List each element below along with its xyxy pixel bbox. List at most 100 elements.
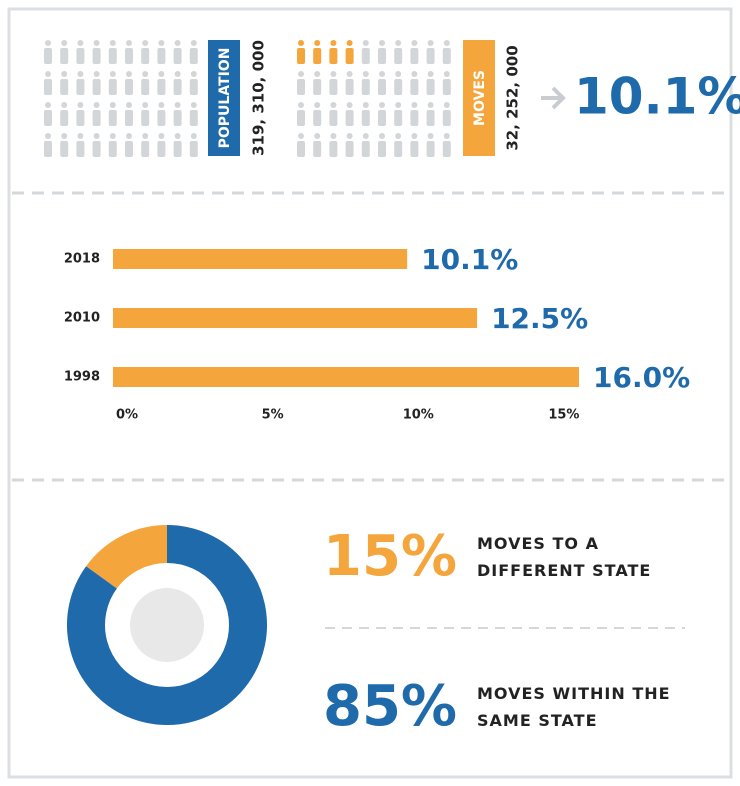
icon-body (108, 79, 117, 95)
icon-body (92, 48, 101, 64)
icon-body (76, 48, 85, 64)
population-box (208, 40, 240, 156)
icon-head (190, 71, 197, 77)
icon-head (427, 102, 434, 108)
icon-body (313, 110, 322, 126)
icon-body (410, 79, 419, 95)
icon-body (297, 48, 305, 64)
icon-head (126, 40, 132, 46)
icon-body (173, 110, 182, 126)
icon-body (361, 79, 370, 95)
icon-head (298, 71, 304, 77)
icon-body (125, 141, 133, 157)
icon-head (379, 40, 385, 46)
icon-head (298, 102, 304, 108)
icon-head (443, 71, 450, 77)
icon-head (77, 40, 84, 46)
icon-head (126, 71, 132, 77)
frame (7, 7, 733, 779)
icon-body (442, 110, 451, 126)
icon-head (443, 133, 450, 139)
icon-head (362, 71, 369, 77)
icon-head (61, 102, 68, 108)
icon-body (394, 110, 403, 126)
icon-body (345, 79, 354, 95)
icon-head (61, 133, 68, 139)
icon-head (411, 102, 418, 108)
icon-body (313, 141, 322, 157)
icon-body (141, 141, 150, 157)
icon-head (411, 133, 418, 139)
percent-label: 85% (323, 674, 458, 739)
icon-head (77, 102, 84, 108)
icon-body (426, 48, 435, 64)
bar (113, 249, 408, 269)
icon-body (426, 79, 435, 95)
icon-body (108, 110, 117, 126)
icon-body (378, 48, 386, 64)
icon-head (411, 40, 418, 46)
icon-head (61, 40, 68, 46)
icon-head (427, 71, 434, 77)
icon-body (313, 48, 322, 64)
y-tick-label: 2010 (64, 311, 100, 326)
icon-body (378, 141, 386, 157)
icon-head (174, 40, 181, 46)
icon-head (142, 133, 149, 139)
icon-body (345, 110, 354, 126)
x-tick-label: 0% (116, 408, 138, 423)
icon-head (346, 71, 353, 77)
icon-head (61, 71, 68, 77)
icon-body (125, 48, 133, 64)
icon-body (173, 79, 182, 95)
icon-head (362, 133, 369, 139)
icon-head (45, 40, 51, 46)
icon-head (109, 40, 116, 46)
icon-head (362, 102, 369, 108)
x-tick-label: 15% (548, 408, 579, 423)
icon-body (361, 48, 370, 64)
icon-body (141, 48, 150, 64)
moves-box (463, 40, 495, 156)
icon-body (329, 141, 338, 157)
icon-head (443, 102, 450, 108)
icon-body (60, 141, 69, 157)
icon-head (330, 102, 337, 108)
icon-head (174, 102, 181, 108)
icon-head (190, 40, 197, 46)
population-value: 319, 310, 000 (250, 40, 268, 156)
icon-head (109, 71, 116, 77)
icon-head (346, 40, 353, 46)
icon-head (330, 71, 337, 77)
icon-head (330, 133, 337, 139)
icon-body (157, 79, 166, 95)
icon-body (329, 110, 338, 126)
icon-body (442, 48, 451, 64)
icon-head (379, 102, 385, 108)
icon-head (298, 133, 304, 139)
icon-body (297, 141, 305, 157)
icon-head (109, 102, 116, 108)
icon-head (142, 71, 149, 77)
icon-head (346, 133, 353, 139)
icon-head (45, 133, 51, 139)
icon-body (60, 110, 69, 126)
icon-head (77, 133, 84, 139)
icon-body (76, 141, 85, 157)
donut-slice (67, 525, 267, 725)
icon-body (361, 110, 370, 126)
icon-body (378, 110, 386, 126)
icon-head (395, 40, 402, 46)
population-label: POPULATION (217, 48, 233, 149)
icon-head (346, 102, 353, 108)
icon-head (190, 102, 197, 108)
icon-head (126, 102, 132, 108)
icon-body (44, 141, 52, 157)
icon-body (345, 48, 354, 64)
icon-body (125, 110, 133, 126)
icon-body (426, 141, 435, 157)
icon-head (158, 40, 165, 46)
icon-head (158, 133, 165, 139)
